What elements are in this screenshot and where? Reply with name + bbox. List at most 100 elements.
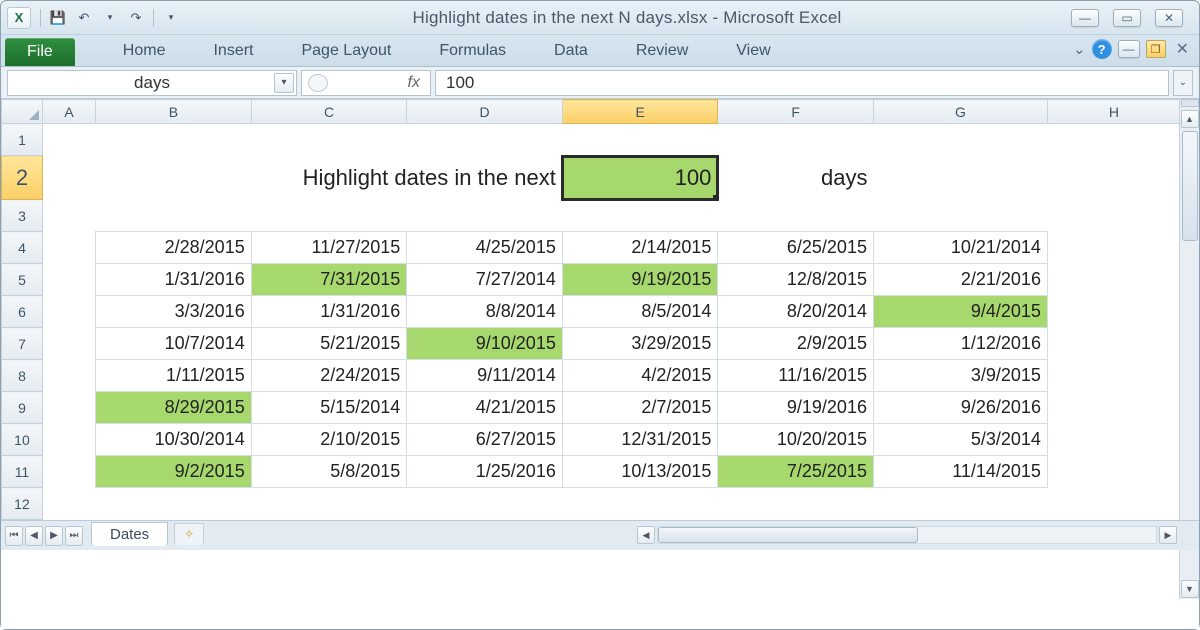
row-header-8[interactable]: 8 — [2, 360, 43, 392]
column-header-D[interactable]: D — [407, 100, 563, 124]
cell-C6[interactable]: 1/31/2016 — [251, 296, 407, 328]
cell-H8[interactable] — [1047, 360, 1180, 392]
excel-logo-icon[interactable]: X — [7, 7, 31, 29]
formula-bar-expand-icon[interactable]: ⌄ — [1173, 70, 1193, 96]
fx-label-icon[interactable]: fx — [408, 74, 420, 92]
undo-dropdown-icon[interactable]: ▾ — [98, 7, 122, 29]
cell-F4[interactable]: 6/25/2015 — [718, 232, 874, 264]
cell-G7[interactable]: 1/12/2016 — [873, 328, 1047, 360]
cell-G5[interactable]: 2/21/2016 — [873, 264, 1047, 296]
cell-B10[interactable]: 10/30/2014 — [96, 424, 252, 456]
cell-B6[interactable]: 3/3/2016 — [96, 296, 252, 328]
sheet-table[interactable]: ABCDEFGH12Highlight dates in the next100… — [1, 99, 1181, 520]
cell-E9[interactable]: 2/7/2015 — [562, 392, 718, 424]
vertical-scroll-thumb[interactable] — [1182, 131, 1198, 241]
cell-C5[interactable]: 7/31/2015 — [251, 264, 407, 296]
cell-A9[interactable] — [42, 392, 95, 424]
sheet-nav-button-0[interactable]: ⏮ — [5, 526, 23, 546]
cell-A2[interactable] — [42, 156, 95, 200]
cell-G3[interactable] — [873, 200, 1047, 232]
cell-F6[interactable]: 8/20/2014 — [718, 296, 874, 328]
cell-A8[interactable] — [42, 360, 95, 392]
cell-B9[interactable]: 8/29/2015 — [96, 392, 252, 424]
cell-G9[interactable]: 9/26/2016 — [873, 392, 1047, 424]
cell-C9[interactable]: 5/15/2014 — [251, 392, 407, 424]
cell-E6[interactable]: 8/5/2014 — [562, 296, 718, 328]
cell-A6[interactable] — [42, 296, 95, 328]
select-all-corner[interactable] — [2, 100, 43, 124]
cell-E7[interactable]: 3/29/2015 — [562, 328, 718, 360]
cell-D8[interactable]: 9/11/2014 — [407, 360, 563, 392]
cell-G11[interactable]: 11/14/2015 — [873, 456, 1047, 488]
row-header-9[interactable]: 9 — [2, 392, 43, 424]
cell-A1[interactable] — [42, 124, 95, 156]
cell-E10[interactable]: 12/31/2015 — [562, 424, 718, 456]
cell-C4[interactable]: 11/27/2015 — [251, 232, 407, 264]
cell-F10[interactable]: 10/20/2015 — [718, 424, 874, 456]
scroll-up-icon[interactable]: ▲ — [1181, 110, 1199, 128]
workbook-minimize-button[interactable]: — — [1118, 40, 1140, 58]
cell-A7[interactable] — [42, 328, 95, 360]
cell-H12[interactable] — [1047, 488, 1180, 520]
sheet-nav-button-3[interactable]: ⏭ — [65, 526, 83, 546]
row-header-6[interactable]: 6 — [2, 296, 43, 328]
column-header-G[interactable]: G — [873, 100, 1047, 124]
cell-E12[interactable] — [562, 488, 718, 520]
column-header-B[interactable]: B — [96, 100, 252, 124]
cell-D6[interactable]: 8/8/2014 — [407, 296, 563, 328]
cell-D3[interactable] — [407, 200, 563, 232]
row-header-4[interactable]: 4 — [2, 232, 43, 264]
cell-E11[interactable]: 10/13/2015 — [562, 456, 718, 488]
column-header-H[interactable]: H — [1047, 100, 1180, 124]
cell-E8[interactable]: 4/2/2015 — [562, 360, 718, 392]
redo-icon[interactable]: ↷ — [124, 7, 148, 29]
horizontal-scroll-thumb[interactable] — [658, 527, 918, 543]
row-header-1[interactable]: 1 — [2, 124, 43, 156]
cell-G1[interactable] — [873, 124, 1047, 156]
cell-C10[interactable]: 2/10/2015 — [251, 424, 407, 456]
cell-F8[interactable]: 11/16/2015 — [718, 360, 874, 392]
cell-A3[interactable] — [42, 200, 95, 232]
cell-B5[interactable]: 1/31/2016 — [96, 264, 252, 296]
cell-G2[interactable] — [873, 156, 1047, 200]
cell-F3[interactable] — [718, 200, 874, 232]
formula-input[interactable]: 100 — [435, 70, 1169, 96]
cell-F5[interactable]: 12/8/2015 — [718, 264, 874, 296]
column-header-A[interactable]: A — [42, 100, 95, 124]
cell-C8[interactable]: 2/24/2015 — [251, 360, 407, 392]
column-header-C[interactable]: C — [251, 100, 407, 124]
ribbon-tab-data[interactable]: Data — [530, 38, 612, 66]
row-header-11[interactable]: 11 — [2, 456, 43, 488]
cell-C12[interactable] — [251, 488, 407, 520]
row-header-12[interactable]: 12 — [2, 488, 43, 520]
split-handle-icon[interactable] — [1181, 99, 1199, 107]
cell-A4[interactable] — [42, 232, 95, 264]
cell-H9[interactable] — [1047, 392, 1180, 424]
ribbon-tab-home[interactable]: Home — [99, 38, 190, 66]
sheet-nav-button-2[interactable]: ▶ — [45, 526, 63, 546]
insert-sheet-icon[interactable]: ✧ — [174, 523, 204, 545]
workbook-close-button[interactable]: ✕ — [1172, 39, 1193, 59]
cell-H11[interactable] — [1047, 456, 1180, 488]
cell-H5[interactable] — [1047, 264, 1180, 296]
scroll-down-icon[interactable]: ▼ — [1181, 580, 1199, 598]
name-box[interactable]: days ▾ — [7, 70, 297, 96]
cell-D5[interactable]: 7/27/2014 — [407, 264, 563, 296]
cell-G10[interactable]: 5/3/2014 — [873, 424, 1047, 456]
row-header-7[interactable]: 7 — [2, 328, 43, 360]
row-header-3[interactable]: 3 — [2, 200, 43, 232]
cell-D1[interactable] — [407, 124, 563, 156]
ribbon-minimize-caret-icon[interactable]: ⌄ — [1073, 40, 1086, 58]
window-maximize-button[interactable]: ▭ — [1113, 9, 1141, 27]
cell-C3[interactable] — [251, 200, 407, 232]
cell-F1[interactable] — [718, 124, 874, 156]
cell-B12[interactable] — [96, 488, 252, 520]
cell-C7[interactable]: 5/21/2015 — [251, 328, 407, 360]
row-header-10[interactable]: 10 — [2, 424, 43, 456]
cell-G12[interactable] — [873, 488, 1047, 520]
cell-F9[interactable]: 9/19/2016 — [718, 392, 874, 424]
cell-A10[interactable] — [42, 424, 95, 456]
cell-B4[interactable]: 2/28/2015 — [96, 232, 252, 264]
cell-D12[interactable] — [407, 488, 563, 520]
cell-E5[interactable]: 9/19/2015 — [562, 264, 718, 296]
